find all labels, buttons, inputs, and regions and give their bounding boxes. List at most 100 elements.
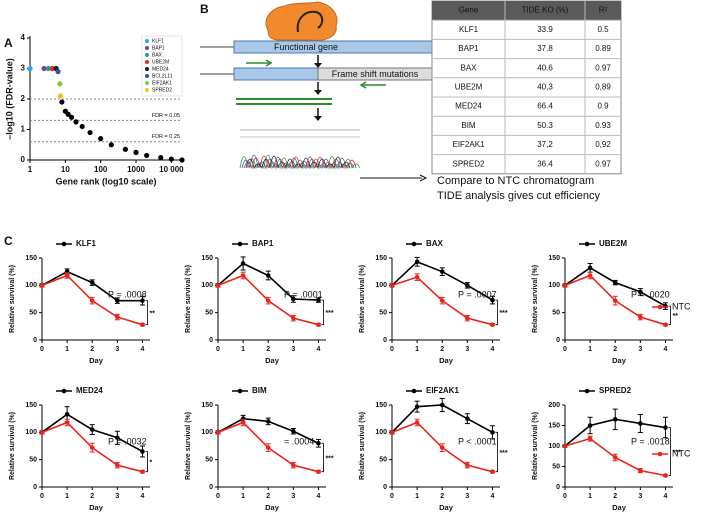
y-tick-label: 100 <box>25 429 37 436</box>
legend-marker <box>145 67 149 71</box>
point <box>439 445 445 450</box>
point <box>587 423 593 428</box>
point <box>414 420 420 425</box>
chromatogram <box>239 129 361 170</box>
point <box>638 421 643 426</box>
legend-label: KLF1 <box>76 239 97 248</box>
legend-marker <box>411 388 417 394</box>
y-tick-label: 0 <box>383 337 387 344</box>
x-tick-label: 4 <box>491 346 495 353</box>
point <box>140 298 145 303</box>
significance-bracket <box>145 300 148 326</box>
x-tick-label: 4 <box>491 493 495 500</box>
point <box>115 298 120 303</box>
y-tick-label: 150 <box>25 402 37 409</box>
point <box>89 427 95 432</box>
y-tick-label: 150 <box>548 422 560 429</box>
point <box>439 269 445 274</box>
x-tick-label: 2 <box>440 493 444 500</box>
table-cell: 0.93 <box>595 121 611 130</box>
point <box>240 273 246 278</box>
y-tick-label: 100 <box>375 282 387 289</box>
significance: *** <box>499 310 507 317</box>
legend-label: SPRED2 <box>599 386 632 395</box>
note: Compare to NTC chromatogram <box>437 175 594 187</box>
y-tick-label: 150 <box>201 402 213 409</box>
table-cell: 66.4 <box>537 102 553 111</box>
y-tick-label: 150 <box>548 255 560 262</box>
table: Gene TIDE KO (%) R² KLF1 33.9 0.5 BAP1 37.8 0.89… <box>431 0 622 175</box>
point <box>316 297 321 303</box>
point <box>291 315 296 321</box>
reference-label: FDR = 0.25 <box>152 134 180 140</box>
p-value: P = .0018 <box>631 436 670 446</box>
legend-label: SPRED2 <box>152 87 172 93</box>
legend-marker <box>657 304 663 310</box>
y-tick-label: 100 <box>201 282 213 289</box>
point <box>414 259 420 265</box>
y-tick-label: 150 <box>25 255 37 262</box>
point <box>64 411 70 417</box>
y-axis-label: Relative survival (%) <box>185 412 192 480</box>
p-value: P = .0008 <box>108 289 147 299</box>
significance-bracket <box>495 431 498 473</box>
trace <box>241 154 355 170</box>
point <box>215 430 221 435</box>
x-tick-label: 3 <box>465 493 469 500</box>
significance-bracket <box>321 299 324 326</box>
table-header-cell: Gene <box>459 6 479 15</box>
point <box>65 111 71 117</box>
legend-label: BAX <box>152 52 163 58</box>
p-value: = .0004 <box>284 436 314 446</box>
x-tick-label: 0 <box>390 346 394 353</box>
point <box>490 297 495 303</box>
legend-label: MED24 <box>76 386 103 395</box>
point <box>115 435 120 441</box>
legend-label: EIF2AK1 <box>152 80 172 86</box>
x-axis-label: Gene rank (log10 scale) <box>55 176 156 186</box>
y-tick-label: 1 <box>21 125 26 134</box>
point <box>490 469 495 474</box>
table-cell: 0.89 <box>595 44 611 53</box>
x-axis-label: Day <box>612 503 627 512</box>
trace <box>245 155 351 170</box>
point <box>140 469 145 474</box>
x-tick-label: 4 <box>664 493 668 500</box>
y-tick-label: 150 <box>375 255 387 262</box>
legend-marker <box>145 81 149 85</box>
legend-label: BAP1 <box>152 45 165 51</box>
point <box>108 142 114 148</box>
point <box>663 425 668 430</box>
y-axis-label: Relative survival (%) <box>9 265 16 333</box>
point <box>89 445 95 450</box>
point <box>89 298 95 303</box>
x-tick-label: 1 <box>241 346 245 353</box>
point <box>41 65 47 72</box>
point <box>439 298 445 303</box>
point <box>59 99 65 105</box>
point <box>144 152 150 159</box>
gene-label: Functional gene <box>274 42 338 52</box>
legend-label: BAP1 <box>252 239 274 248</box>
x-tick-label: 1000 <box>127 165 145 174</box>
point <box>638 289 643 295</box>
point <box>115 462 120 468</box>
x-tick-label: 2 <box>90 346 94 353</box>
y-tick-label: 0 <box>209 337 213 344</box>
legend-marker <box>145 88 149 92</box>
arrow-head <box>314 63 322 68</box>
point <box>122 146 128 152</box>
point <box>168 156 174 162</box>
x-tick-label: 2 <box>266 346 270 353</box>
x-axis-label: Day <box>612 356 627 365</box>
y-tick-label: 100 <box>25 282 37 289</box>
arrow-head <box>314 116 322 121</box>
point <box>55 68 61 75</box>
table-cell: 37,2 <box>537 140 553 149</box>
legend-marker <box>145 46 149 50</box>
point <box>439 402 445 408</box>
legend-marker <box>61 241 67 247</box>
point <box>79 123 85 130</box>
